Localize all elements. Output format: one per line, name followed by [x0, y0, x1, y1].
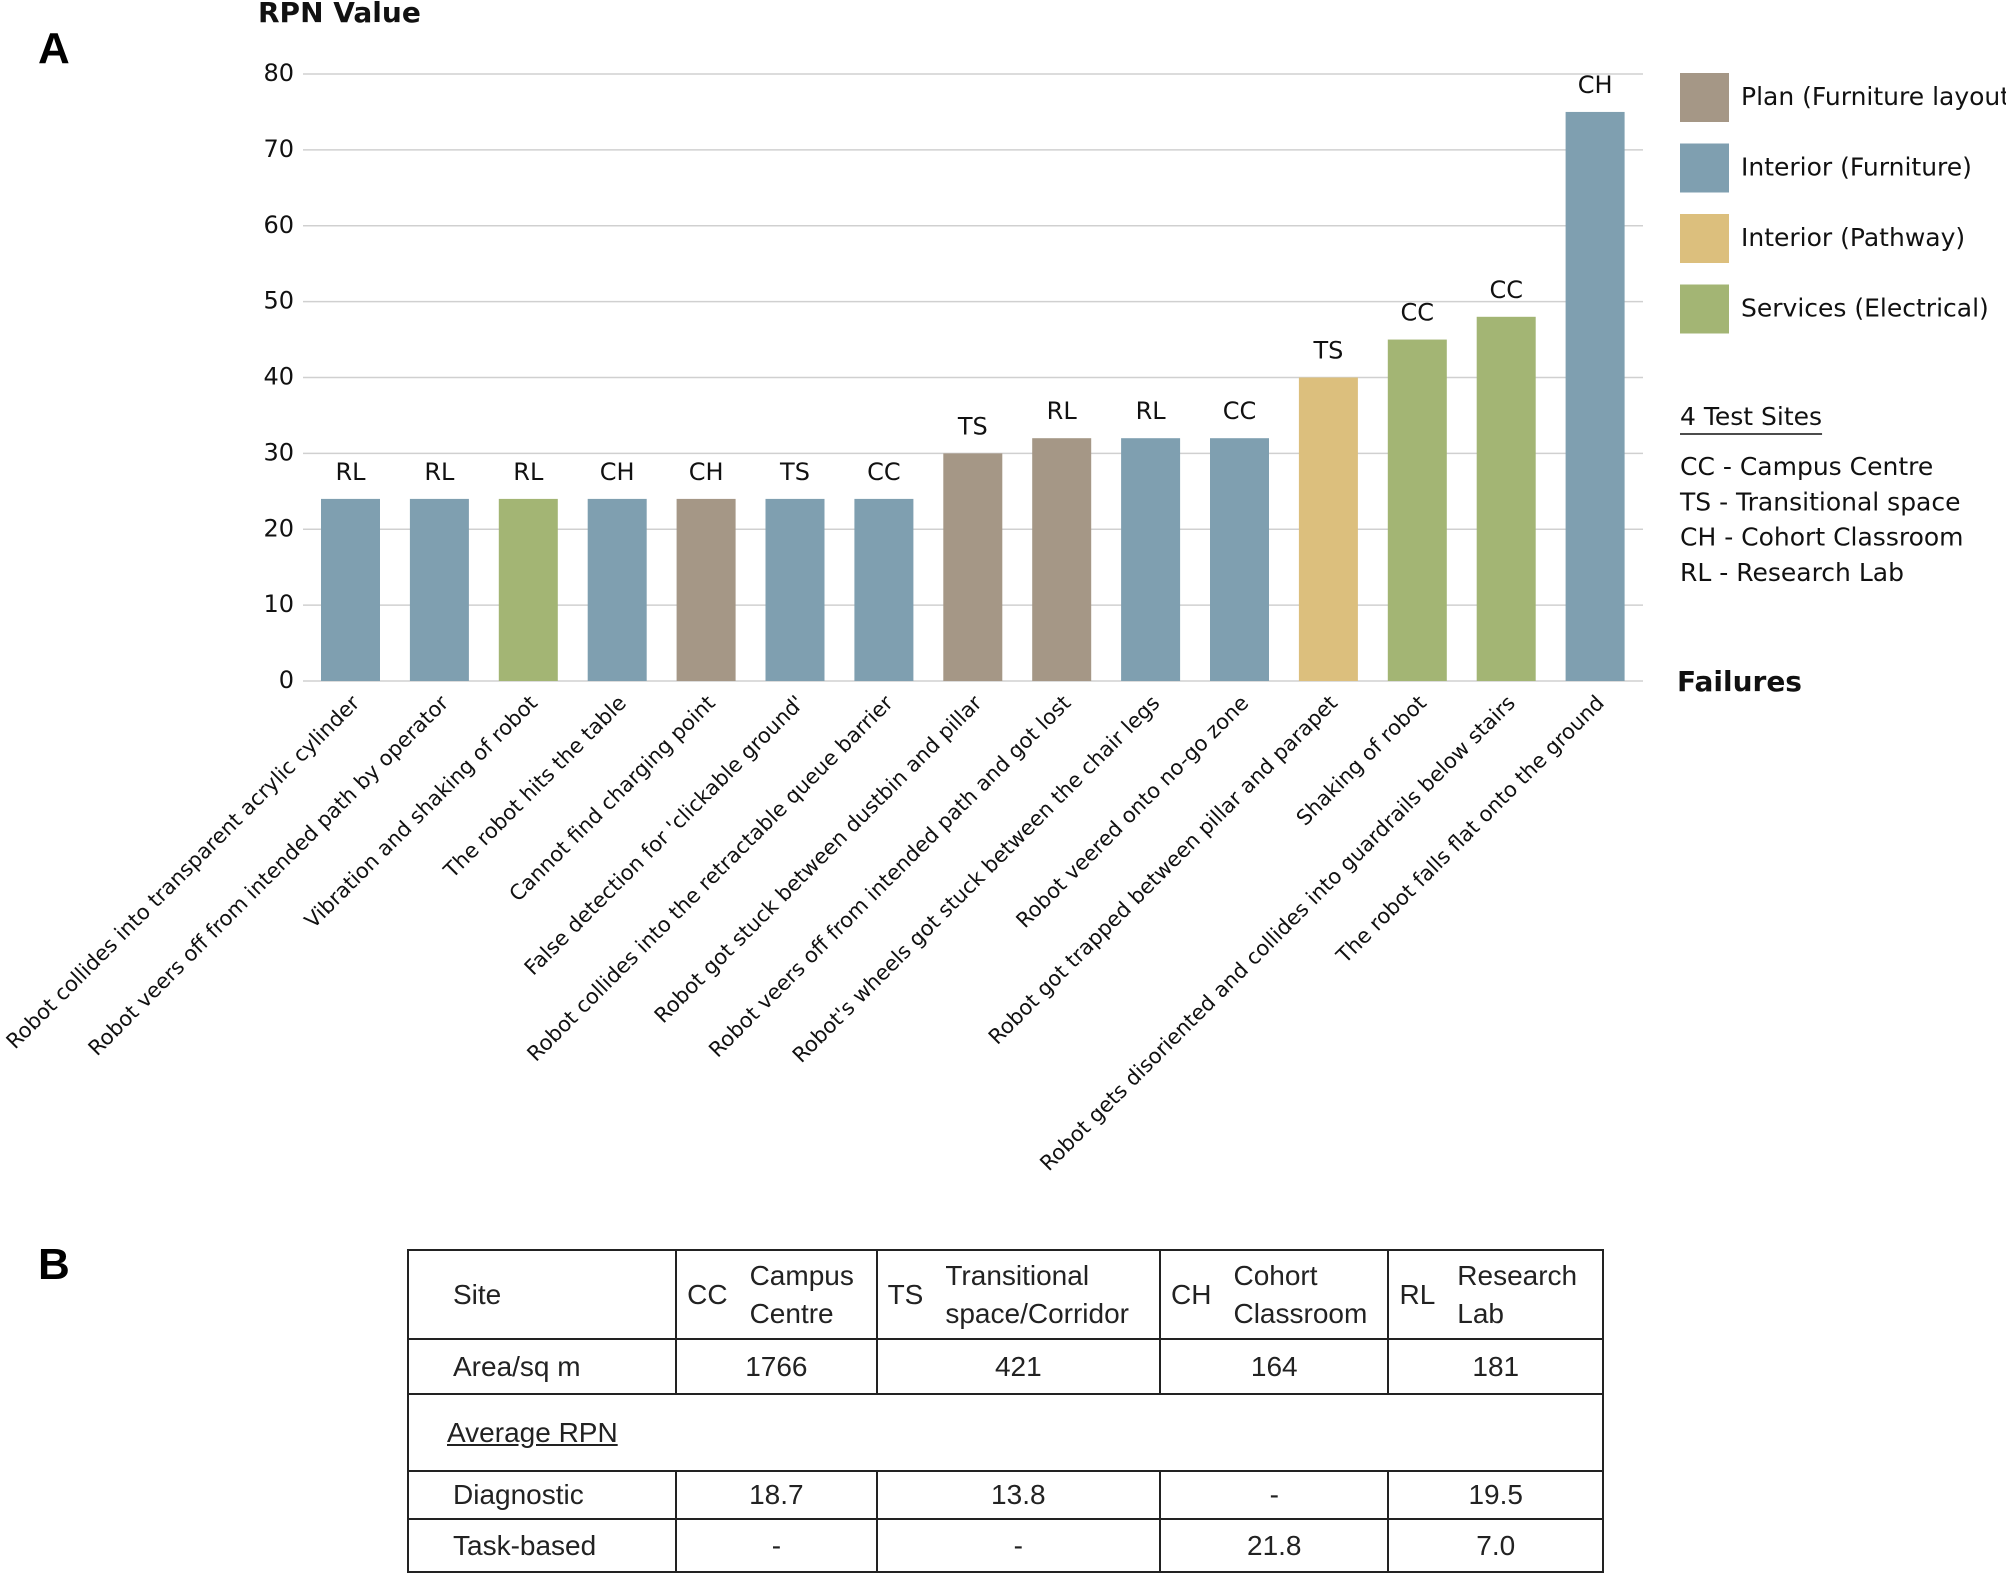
header-cell: Site [406, 1249, 678, 1340]
site-label: TS [957, 412, 988, 440]
table-cell: 164 [1159, 1338, 1390, 1395]
x-tick-label: The robot hits the table [439, 691, 631, 883]
site-code: CH [1171, 1278, 1212, 1310]
legend-swatch [1680, 143, 1729, 193]
header-cell: RL Research Lab [1387, 1249, 1604, 1340]
table-cell: 7.0 [1387, 1518, 1604, 1573]
header-cell: TS Transitional space/Corridor [875, 1249, 1162, 1340]
site-code: TS [887, 1278, 924, 1310]
site-label: RL [1136, 397, 1167, 425]
bar [321, 498, 380, 681]
table-cell: 13.8 [875, 1470, 1162, 1520]
legend-swatch [1680, 284, 1729, 334]
site-label: RL [335, 458, 366, 486]
table-row: Area/sq m 1766 421 164 181 [406, 1338, 1604, 1395]
table-cell: 1766 [675, 1338, 878, 1395]
table: Site CC Campus Centre TS Transitional space/… [406, 1249, 1604, 1573]
table-cell: Area/sq m [406, 1338, 678, 1395]
bar [854, 498, 914, 681]
site-label: CH [600, 458, 635, 486]
header-row: Site CC Campus Centre TS Transitional space/… [406, 1249, 1604, 1340]
y-tick-label: 10 [263, 590, 294, 618]
y-tick-label: 20 [263, 514, 294, 542]
site-name: Transitional space/Corridor [945, 1259, 1129, 1329]
table-cell: 21.8 [1159, 1518, 1390, 1573]
sites-note-item: TS - Transitional space [1679, 487, 1961, 516]
bar [498, 498, 558, 681]
site-name: Research Lab [1457, 1259, 1578, 1329]
table-cell: 181 [1387, 1338, 1604, 1395]
x-tick-label: Robot got stuck between dustbin and pill… [650, 691, 987, 1028]
site-label: CH [689, 458, 724, 486]
section-cell: Average RPN [407, 1393, 1604, 1472]
y-tick-label: 30 [263, 438, 294, 466]
table-cell: 19.5 [1387, 1470, 1604, 1520]
bar [1298, 377, 1358, 681]
bar [1121, 438, 1181, 681]
y-tick-label: 60 [263, 211, 294, 239]
table-cell: - [1159, 1470, 1390, 1520]
site-label: CH [1578, 71, 1613, 99]
legend-label: Interior (Furniture) [1741, 153, 1972, 182]
site-label: RL [1047, 397, 1078, 425]
site-label: TS [779, 458, 810, 486]
section-row: Average RPN [407, 1393, 1604, 1472]
site-label: CC [1223, 397, 1257, 425]
legend-label: Interior (Pathway) [1741, 223, 1965, 252]
site-name: Campus Centre [749, 1259, 854, 1329]
bar [943, 453, 1003, 681]
table-cell: 18.7 [675, 1470, 878, 1520]
sites-note-title: 4 Test Sites [1680, 402, 1822, 431]
sites-note-item: CH - Cohort Classroom [1680, 523, 1964, 552]
x-tick-label: Robot veers off from intended path by op… [84, 691, 454, 1061]
bar [1565, 111, 1625, 681]
table-cell: Diagnostic [406, 1470, 678, 1520]
header-cell: CC Campus Centre [675, 1249, 878, 1340]
table-cell: - [875, 1518, 1162, 1573]
site-header: Site [453, 1278, 502, 1310]
bar [1032, 438, 1092, 681]
y-tick-label: 80 [263, 59, 294, 87]
site-label: TS [1312, 337, 1343, 365]
y-tick-label: 0 [279, 666, 294, 694]
site-label: RL [424, 458, 455, 486]
bar [765, 498, 825, 681]
legend-swatch [1680, 73, 1729, 122]
y-tick-label: 50 [263, 287, 294, 315]
legend-label: Plan (Furniture layout) [1741, 82, 2006, 111]
sites-note-item: CC - Campus Centre [1680, 452, 1933, 481]
site-label: CC [867, 458, 901, 486]
bar [1210, 438, 1269, 681]
bar [1387, 339, 1447, 681]
section-title: Average RPN [447, 1416, 618, 1448]
y-tick-label: 40 [263, 363, 294, 391]
y-axis-label: RPN Value [258, 0, 421, 29]
sites-note-item: RL - Research Lab [1680, 558, 1904, 587]
legend-swatch [1680, 214, 1729, 263]
site-label: CC [1489, 276, 1523, 304]
panel-label: B [38, 1240, 70, 1289]
table-cell: - [675, 1518, 878, 1573]
header-cell: CH Cohort Classroom [1159, 1249, 1390, 1340]
table-row: Diagnostic 18.7 13.8-19.5 [406, 1470, 1604, 1520]
site-label: RL [513, 458, 544, 486]
site-name: Cohort Classroom [1233, 1259, 1368, 1329]
bar [676, 498, 736, 681]
bar [587, 498, 647, 681]
site-code: RL [1399, 1278, 1436, 1310]
site-label: CC [1401, 299, 1435, 327]
x-axis-label: Failures [1677, 665, 1802, 698]
table-cell: Task-based [406, 1518, 678, 1573]
y-tick-label: 70 [263, 135, 294, 163]
bar [409, 498, 469, 681]
legend-label: Services (Electrical) [1741, 294, 1989, 323]
bar [1476, 316, 1536, 681]
x-tick-label: Robot collides into transparent acrylic … [2, 691, 365, 1054]
panel-label: A [38, 24, 70, 73]
chart: RPN Value Failures 0 10 20 30 40 50 60 70 80 RL Ro… [2, 0, 2006, 1176]
table-cell: 421 [875, 1338, 1162, 1395]
table-row: Task-based - -21.8 7.0 [406, 1518, 1604, 1573]
site-code: CC [687, 1278, 728, 1310]
